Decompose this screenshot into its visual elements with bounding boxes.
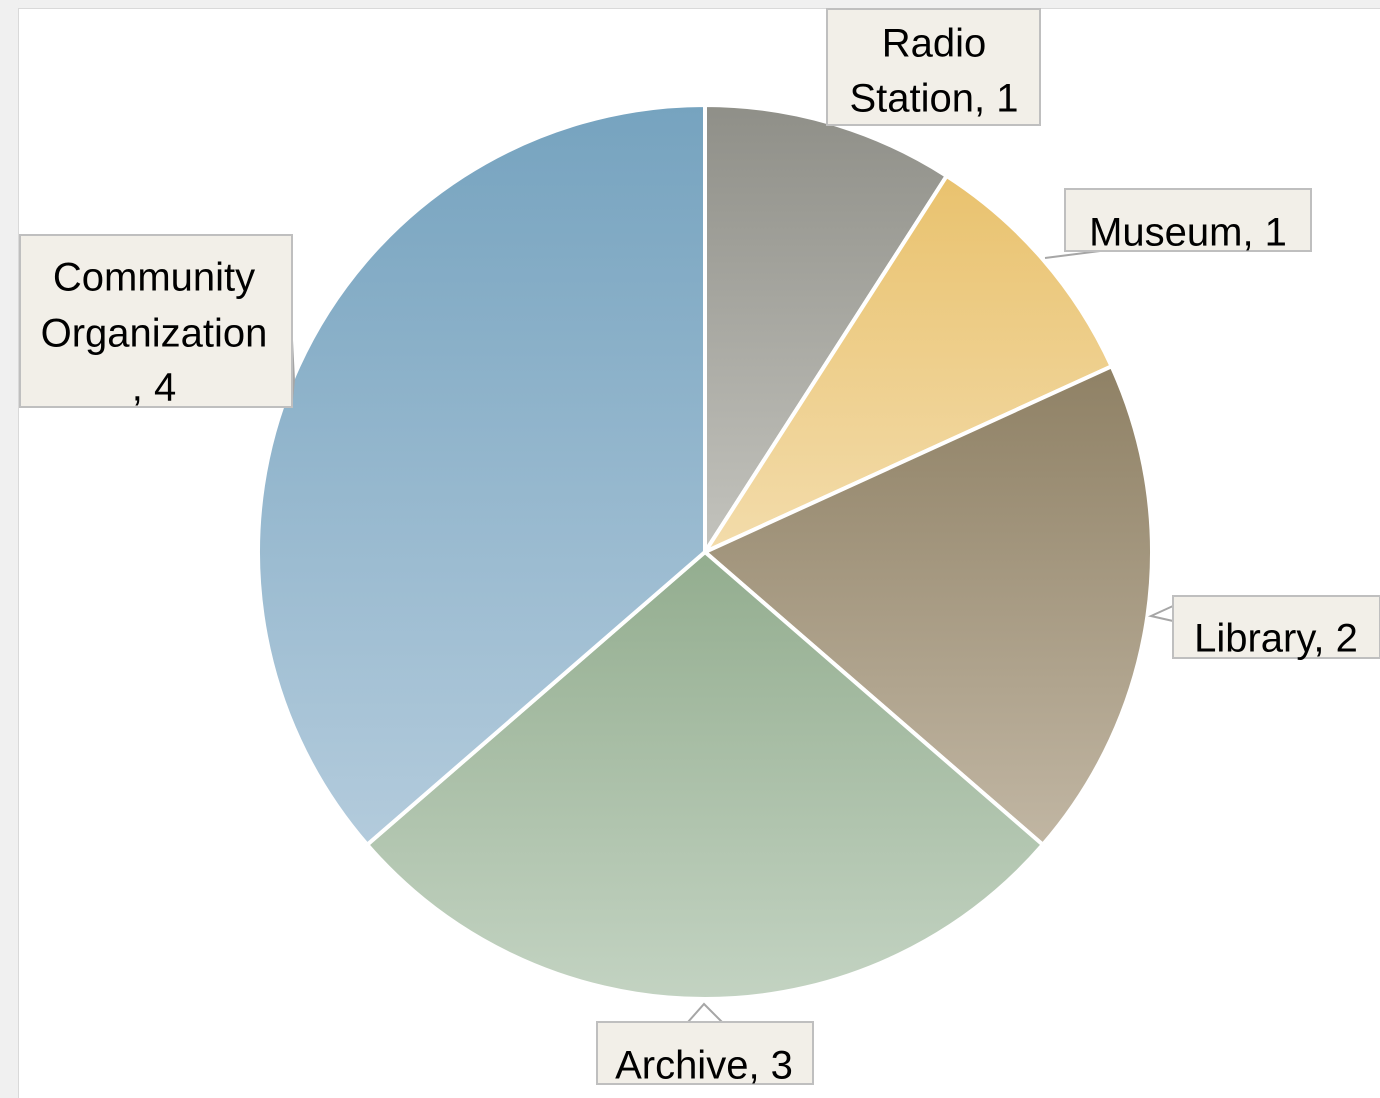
data-label-text: Museum, 1 — [1089, 211, 1287, 255]
data-label-text: Organization — [41, 312, 268, 356]
data-label-museum: Museum, 1 — [1064, 188, 1312, 255]
data-label-box — [596, 1021, 814, 1085]
pie-slice-community-organization — [256, 103, 707, 847]
leader-line — [1044, 250, 1101, 259]
data-label-library: Library, 2 — [1172, 595, 1380, 661]
leader-line — [687, 1002, 723, 1023]
data-label-box — [1172, 595, 1380, 659]
data-label-archive: Archive, 3 — [596, 1021, 814, 1088]
pie-slice-museum — [703, 173, 1114, 554]
data-label-text: Library, 2 — [1194, 617, 1358, 661]
data-label-text: , 4 — [132, 366, 176, 410]
data-labels: Radio Station, 1 Museum, 1 Library, 2 Archiv… — [19, 8, 1380, 1088]
slices-layer — [256, 103, 1154, 1001]
data-label-box — [19, 234, 293, 408]
data-label-text: Station, 1 — [849, 77, 1018, 121]
data-label-box — [1064, 188, 1312, 252]
data-label-text: Archive, 3 — [615, 1044, 793, 1088]
data-label-text: Radio — [882, 22, 987, 66]
pie-slice-library — [703, 364, 1154, 847]
data-label-community-organization: Community Organization , 4 — [19, 234, 293, 410]
data-label-box — [826, 8, 1041, 126]
data-label-radio-station: Radio Station, 1 — [826, 8, 1041, 126]
data-label-text: Community — [53, 256, 255, 300]
pie-slice-archive — [365, 550, 1045, 1001]
leader-line — [1147, 605, 1174, 622]
